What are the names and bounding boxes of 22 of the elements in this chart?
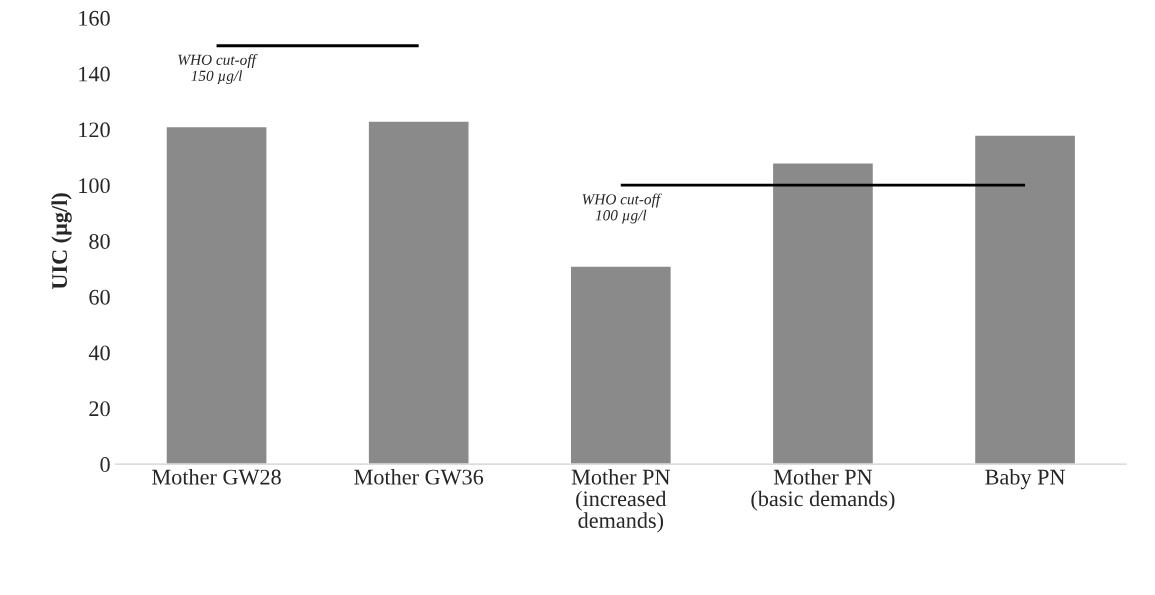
bar: [771, 162, 875, 465]
y-tick-label: 0: [100, 457, 110, 473]
x-tick-label: Mother GW28: [152, 468, 281, 485]
y-tick-label: 40: [88, 345, 110, 361]
y-tick-label: 80: [89, 233, 110, 249]
x-tick-label: Mother PN (basic demands): [751, 468, 895, 511]
bar: [569, 265, 673, 465]
annotation: WHO cut-off 150 µg/l: [178, 54, 258, 85]
x-tick-label: Mother GW36: [354, 468, 484, 485]
y-axis-title: UIC (µg/l): [51, 193, 72, 290]
y-tick-label: 60: [89, 289, 110, 305]
y-tick-label: 120: [79, 122, 110, 138]
x-tick-label: Baby PN: [985, 468, 1065, 490]
y-tick-label: 100: [79, 178, 110, 194]
bar: [165, 125, 268, 465]
y-tick-label: 20: [89, 401, 110, 417]
x-tick-label: Mother PN (increased demands): [571, 468, 670, 533]
y-tick-label: 160: [79, 10, 110, 26]
bar: [367, 120, 470, 465]
bar: [973, 134, 1077, 465]
annotation: WHO cut-off 100 µg/l: [582, 193, 662, 224]
y-tick-label: 140: [79, 66, 110, 82]
